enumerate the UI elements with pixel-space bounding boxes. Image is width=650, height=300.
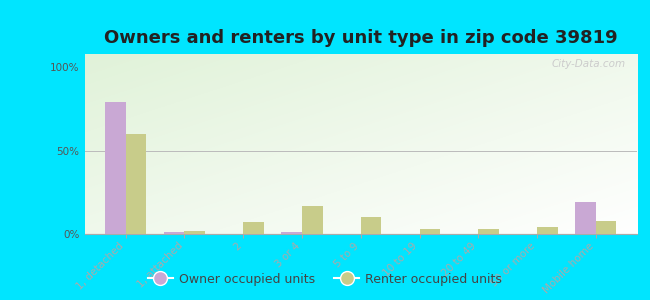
Bar	[243, 222, 264, 234]
Bar	[361, 217, 382, 234]
Bar	[302, 206, 322, 234]
Bar	[575, 202, 596, 234]
Bar	[125, 134, 146, 234]
Bar	[596, 221, 616, 234]
Title: Owners and renters by unit type in zip code 39819: Owners and renters by unit type in zip c…	[104, 29, 618, 47]
Bar	[537, 227, 558, 234]
Bar	[185, 231, 205, 234]
Bar	[281, 232, 302, 234]
Bar	[478, 229, 499, 234]
Bar	[164, 232, 185, 234]
Bar	[105, 102, 125, 234]
Text: City-Data.com: City-Data.com	[552, 59, 626, 69]
Legend: Owner occupied units, Renter occupied units: Owner occupied units, Renter occupied un…	[143, 268, 507, 291]
Bar	[419, 229, 440, 234]
